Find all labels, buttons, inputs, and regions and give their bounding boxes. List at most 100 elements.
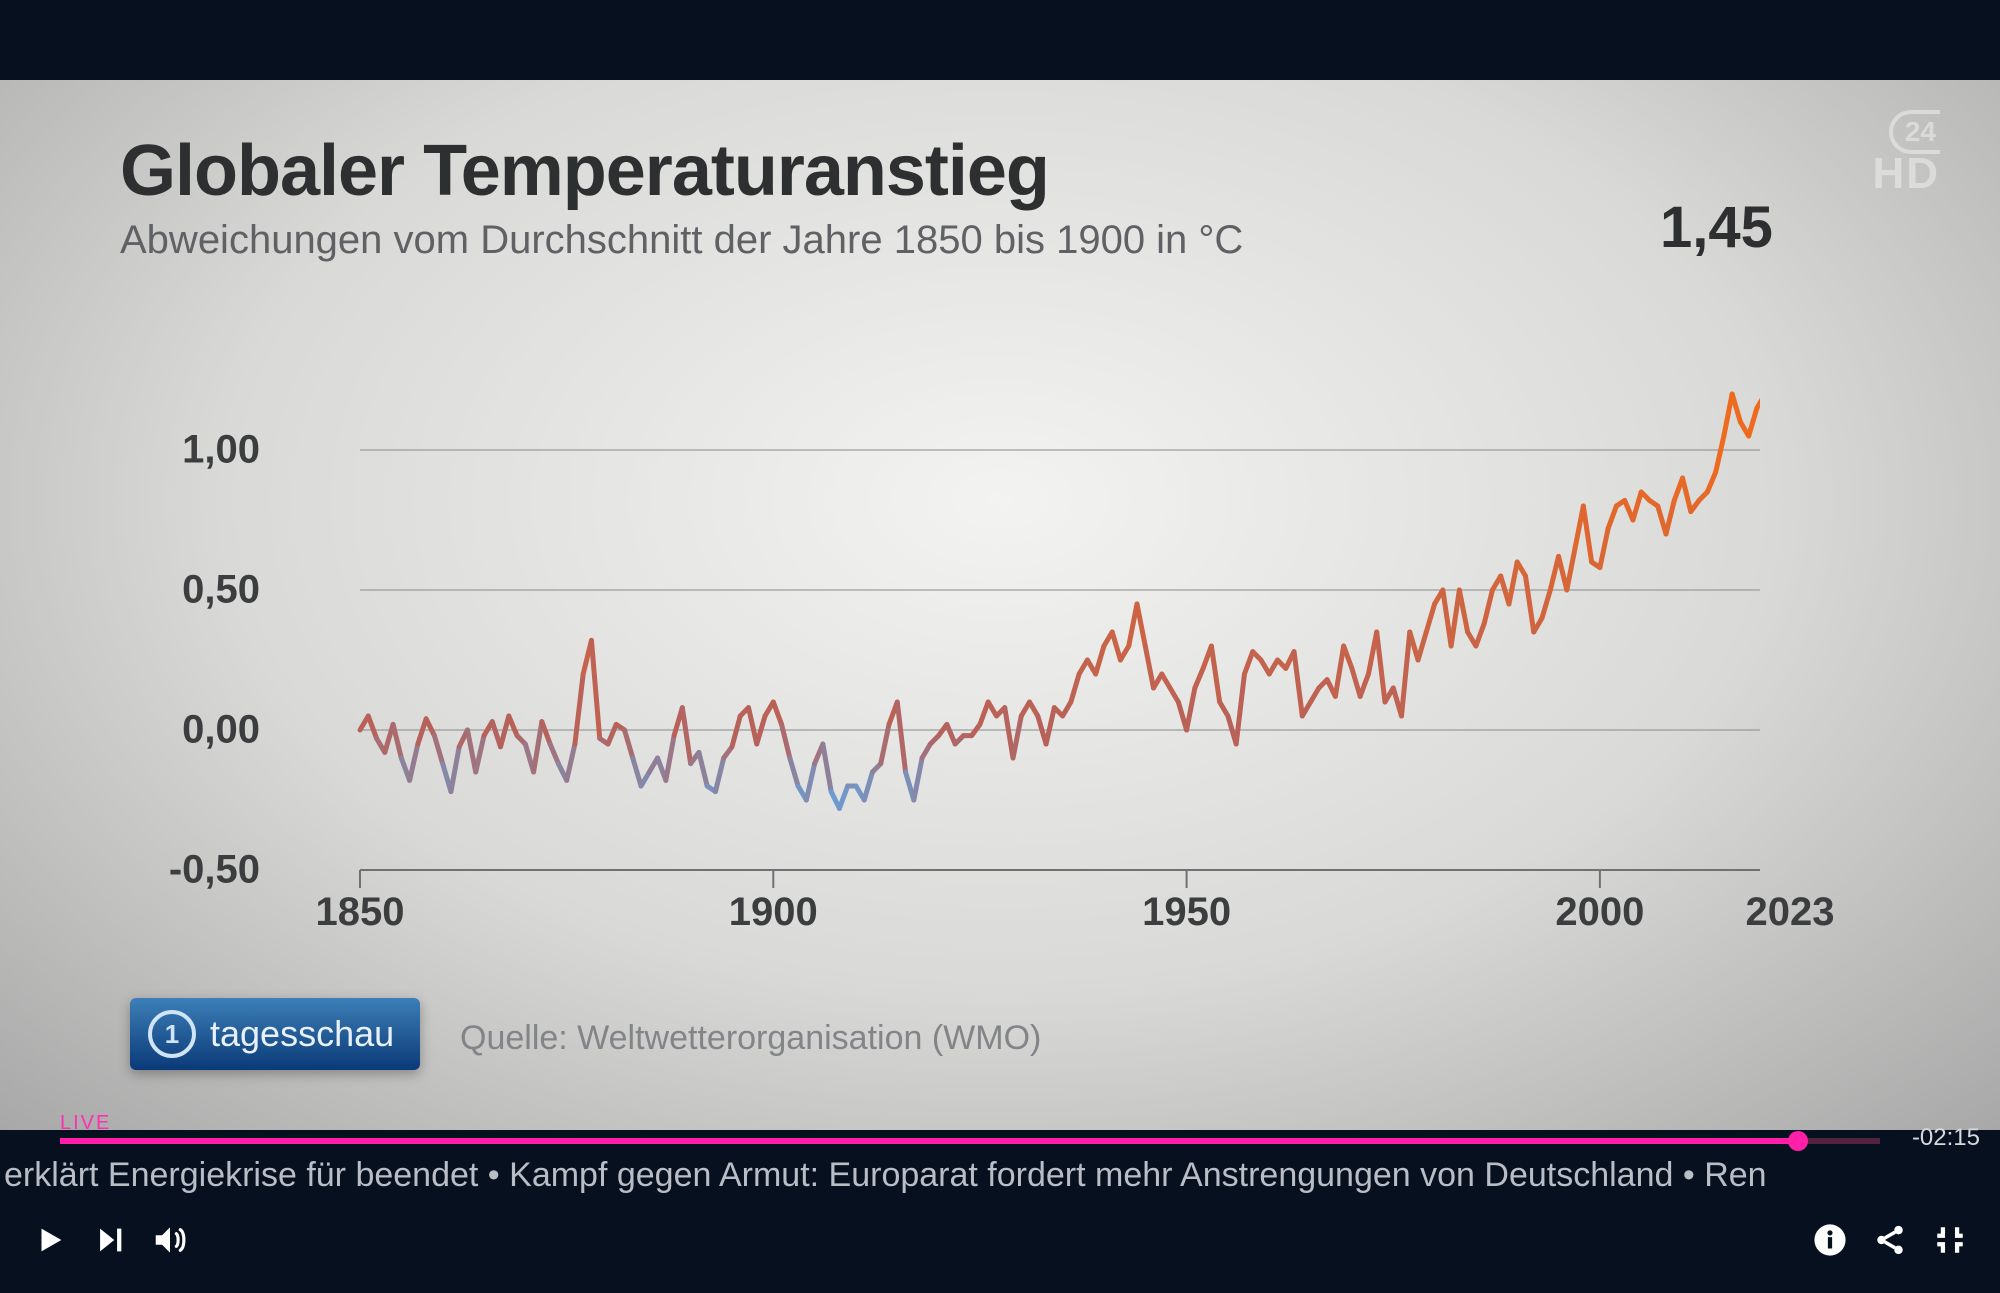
- series-segment: [1236, 674, 1244, 744]
- series-segment: [748, 708, 756, 744]
- series-segment: [393, 724, 401, 758]
- progress-track[interactable]: [60, 1138, 1880, 1144]
- series-segment: [1426, 604, 1434, 632]
- source-text: Quelle: Weltwetterorganisation (WMO): [460, 1019, 1041, 1058]
- series-segment: [1112, 632, 1120, 660]
- series-segment: [1187, 688, 1195, 730]
- live-label: LIVE: [60, 1112, 111, 1135]
- series-segment: [1402, 632, 1410, 716]
- series-segment: [823, 744, 831, 792]
- info-button[interactable]: [1800, 1210, 1860, 1270]
- series-segment: [790, 758, 798, 786]
- series-segment: [1757, 394, 1760, 408]
- chart-header: Globaler Temperaturanstieg Abweichungen …: [120, 130, 1880, 263]
- news-ticker: erklärt Energiekrise für beendet • Kampf…: [0, 1156, 2000, 1195]
- series-segment: [410, 744, 418, 780]
- series-segment: [1211, 646, 1219, 702]
- series-segment: [1583, 506, 1591, 562]
- series-segment: [666, 736, 674, 781]
- series-segment: [1683, 478, 1691, 512]
- brand-logo-glyph: 1: [165, 1019, 179, 1050]
- series-segment: [509, 716, 517, 736]
- series-segment: [542, 722, 550, 744]
- series-segment: [567, 744, 575, 780]
- series-segment: [426, 719, 434, 736]
- next-icon: [93, 1223, 127, 1257]
- series-segment: [806, 764, 814, 800]
- series-segment: [591, 640, 599, 738]
- exit-fullscreen-icon: [1933, 1223, 1967, 1257]
- series-segment: [418, 719, 426, 744]
- series-segment: [1509, 562, 1517, 604]
- series-segment: [1732, 394, 1740, 422]
- y-tick-label: 1,00: [60, 428, 260, 473]
- next-button[interactable]: [80, 1210, 140, 1270]
- series-segment: [1360, 674, 1368, 696]
- series-segment: [1484, 590, 1492, 624]
- x-tick-label: 2000: [1555, 890, 1644, 935]
- broadcast-frame: 24 HD Globaler Temperaturanstieg Abweich…: [0, 80, 2000, 1130]
- share-icon: [1873, 1223, 1907, 1257]
- series-segment: [1525, 576, 1533, 632]
- series-segment: [633, 758, 641, 786]
- series-segment: [1666, 500, 1674, 534]
- x-tick-label: 1950: [1142, 890, 1231, 935]
- series-segment: [732, 716, 740, 747]
- series-segment: [1716, 436, 1724, 472]
- series-segment: [434, 736, 442, 764]
- play-button[interactable]: [20, 1210, 80, 1270]
- series-segment: [1608, 506, 1616, 528]
- series-segment: [1096, 646, 1104, 674]
- progress-thumb[interactable]: [1788, 1131, 1808, 1151]
- progress-fill: [60, 1138, 1798, 1144]
- channel-logo: 24 HD: [1872, 110, 1940, 194]
- series-segment: [897, 702, 905, 772]
- series-segment: [1145, 646, 1153, 688]
- series-segment: [575, 674, 583, 744]
- series-segment: [1294, 652, 1302, 716]
- series-segment: [1749, 408, 1757, 436]
- series-segment: [550, 744, 558, 764]
- series-segment: [1005, 708, 1013, 758]
- series-segment: [864, 772, 872, 800]
- time-remaining: -02:15: [1912, 1124, 1980, 1152]
- y-tick-label: 0,00: [60, 708, 260, 753]
- series-segment: [1137, 604, 1145, 646]
- series-segment: [1600, 528, 1608, 567]
- series-segment: [476, 736, 484, 772]
- channel-logo-bottom: HD: [1872, 154, 1940, 194]
- series-segment: [501, 716, 509, 747]
- chart-title: Globaler Temperaturanstieg: [120, 130, 1880, 212]
- series-segment: [1567, 548, 1575, 590]
- series-segment: [1071, 674, 1079, 702]
- series-segment: [1377, 632, 1385, 702]
- brand-badge: 1 tagesschau: [130, 998, 420, 1070]
- channel-logo-top: 24: [1889, 110, 1940, 154]
- series-segment: [1013, 716, 1021, 758]
- chart-svg: [160, 310, 1760, 930]
- series-segment: [839, 786, 847, 808]
- series-segment: [914, 758, 922, 800]
- series-segment: [1542, 590, 1550, 618]
- series-segment: [1459, 590, 1467, 632]
- series-segment: [625, 730, 633, 758]
- series-segment: [1418, 632, 1426, 660]
- x-tick-label: 1900: [729, 890, 818, 935]
- share-button[interactable]: [1860, 1210, 1920, 1270]
- play-icon: [33, 1223, 67, 1257]
- series-segment: [1476, 624, 1484, 646]
- exit-fullscreen-button[interactable]: [1920, 1210, 1980, 1270]
- series-segment: [1046, 708, 1054, 744]
- series-segment: [368, 716, 376, 738]
- info-icon: [1813, 1223, 1847, 1257]
- x-tick-label: 1850: [316, 890, 405, 935]
- y-tick-label: 0,50: [60, 568, 260, 613]
- chart-subtitle: Abweichungen vom Durchschnitt der Jahre …: [120, 218, 1880, 263]
- series-segment: [947, 724, 955, 744]
- chart-area: -0,500,000,501,00185019001950200020231,4…: [160, 310, 1760, 930]
- series-segment: [1195, 668, 1203, 688]
- series-segment: [782, 724, 790, 758]
- x-tick-label: 2023: [1746, 890, 1835, 935]
- volume-button[interactable]: [140, 1210, 200, 1270]
- series-segment: [1451, 590, 1459, 646]
